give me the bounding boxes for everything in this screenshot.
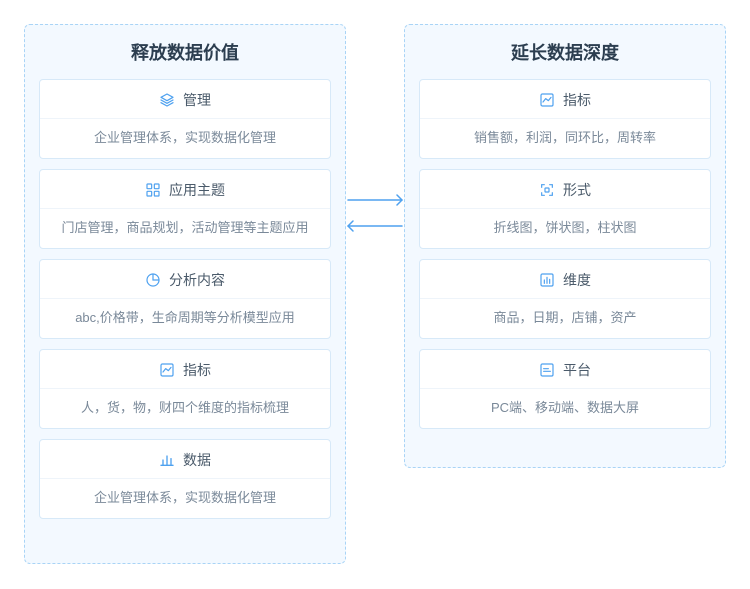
card-head-label: 数据 <box>183 450 211 470</box>
card-head: 管理 <box>40 80 330 118</box>
right-card: 形式折线图，饼状图，柱状图 <box>419 169 711 249</box>
card-head-label: 指标 <box>183 360 211 380</box>
card-head: 数据 <box>40 440 330 478</box>
focus-icon <box>539 182 555 198</box>
card-head: 应用主题 <box>40 170 330 208</box>
card-body: abc,价格带，生命周期等分析模型应用 <box>40 298 330 338</box>
card-body: 商品，日期，店铺，资产 <box>420 298 710 338</box>
card-head: 分析内容 <box>40 260 330 298</box>
card-head: 形式 <box>420 170 710 208</box>
card-head-label: 平台 <box>563 360 591 380</box>
card-head: 指标 <box>40 350 330 388</box>
card-body: 门店管理，商品规划，活动管理等主题应用 <box>40 208 330 248</box>
card-body: 销售额，利润，同环比，周转率 <box>420 118 710 158</box>
bar-box-icon <box>539 362 555 378</box>
card-head: 指标 <box>420 80 710 118</box>
card-head-label: 维度 <box>563 270 591 290</box>
left-panel-title: 释放数据价值 <box>39 39 331 65</box>
card-head: 平台 <box>420 350 710 388</box>
left-card: 应用主题门店管理，商品规划，活动管理等主题应用 <box>39 169 331 249</box>
right-panel-title: 延长数据深度 <box>419 39 711 65</box>
line-chart-icon <box>159 362 175 378</box>
right-card: 平台 PC端、移动端、数据大屏 <box>419 349 711 429</box>
left-card: 指标人，货，物，财四个维度的指标梳理 <box>39 349 331 429</box>
card-body: 企业管理体系，实现数据化管理 <box>40 118 330 158</box>
pie-icon <box>145 272 161 288</box>
grid-icon <box>145 182 161 198</box>
card-body: PC端、移动端、数据大屏 <box>420 388 710 428</box>
card-head-label: 形式 <box>563 180 591 200</box>
left-card: 数据企业管理体系，实现数据化管理 <box>39 439 331 519</box>
card-head-label: 管理 <box>183 90 211 110</box>
right-card: 维度商品，日期，店铺，资产 <box>419 259 711 339</box>
column-box-icon <box>539 272 555 288</box>
card-head-label: 分析内容 <box>169 270 225 290</box>
bars-icon <box>159 452 175 468</box>
right-cards-container: 指标销售额，利润，同环比，周转率 形式折线图，饼状图，柱状图 维度商品，日期，店… <box>419 79 711 429</box>
card-head-label: 应用主题 <box>169 180 225 200</box>
bidirectional-connector <box>346 194 404 234</box>
left-card: 管理企业管理体系，实现数据化管理 <box>39 79 331 159</box>
card-head-label: 指标 <box>563 90 591 110</box>
left-panel: 释放数据价值 管理企业管理体系，实现数据化管理 应用主题门店管理，商品规划，活动… <box>24 24 346 564</box>
card-body: 企业管理体系，实现数据化管理 <box>40 478 330 518</box>
right-panel: 延长数据深度 指标销售额，利润，同环比，周转率 形式折线图，饼状图，柱状图 维度… <box>404 24 726 468</box>
right-card: 指标销售额，利润，同环比，周转率 <box>419 79 711 159</box>
card-body: 折线图，饼状图，柱状图 <box>420 208 710 248</box>
layers-icon <box>159 92 175 108</box>
left-card: 分析内容 abc,价格带，生命周期等分析模型应用 <box>39 259 331 339</box>
card-head: 维度 <box>420 260 710 298</box>
card-body: 人，货，物，财四个维度的指标梳理 <box>40 388 330 428</box>
left-cards-container: 管理企业管理体系，实现数据化管理 应用主题门店管理，商品规划，活动管理等主题应用… <box>39 79 331 519</box>
line-chart-icon <box>539 92 555 108</box>
